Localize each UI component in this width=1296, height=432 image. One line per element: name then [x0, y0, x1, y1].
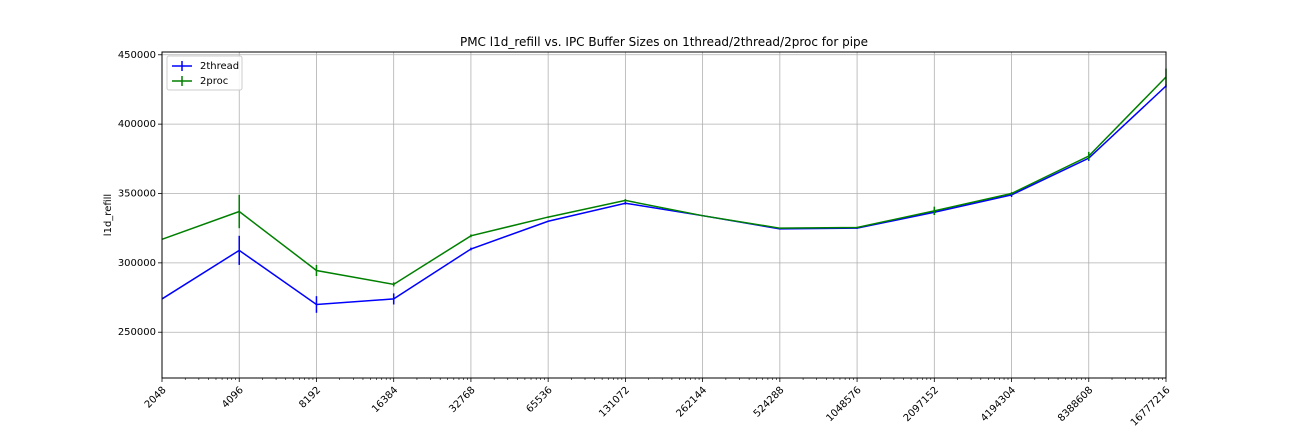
legend-label: 2proc — [200, 76, 228, 87]
y-tick-label: 450000 — [118, 50, 156, 61]
x-tick-label: 1048576 — [824, 385, 863, 424]
series-line-2thread — [161, 85, 1167, 306]
x-tick-label: 2048 — [143, 385, 169, 411]
x-tick-label: 16384 — [370, 385, 400, 415]
y-tick-label: 250000 — [118, 327, 156, 338]
y-tick-label: 350000 — [118, 188, 156, 199]
grid-lines — [161, 52, 1167, 378]
legend: 2thread 2proc — [166, 55, 243, 91]
series-layer — [161, 68, 1167, 313]
legend-label: 2thread — [200, 61, 239, 72]
x-tick-label: 8192 — [297, 385, 323, 411]
series-line-2proc — [161, 76, 1167, 286]
y-axis-label: l1d_refill — [103, 194, 114, 236]
x-tick-label: 2097152 — [902, 385, 941, 424]
y-tick-label: 400000 — [118, 119, 156, 130]
x-tick-label: 262144 — [674, 385, 709, 420]
x-tick-label: 524288 — [752, 385, 787, 420]
chart-title: PMC l1d_refill vs. IPC Buffer Sizes on 1… — [460, 35, 868, 49]
x-tick-label: 16777216 — [1129, 385, 1173, 429]
x-tick-label: 65536 — [525, 385, 555, 415]
plot-area-frame — [161, 51, 1167, 379]
x-tick-label: 32768 — [447, 385, 477, 415]
x-tick-label: 131072 — [597, 385, 632, 420]
x-tick-label: 4096 — [220, 385, 246, 411]
x-tick-label: 8388608 — [1056, 385, 1095, 424]
y-tick-label: 300000 — [118, 258, 156, 269]
x-tick-label: 4194304 — [979, 385, 1018, 424]
